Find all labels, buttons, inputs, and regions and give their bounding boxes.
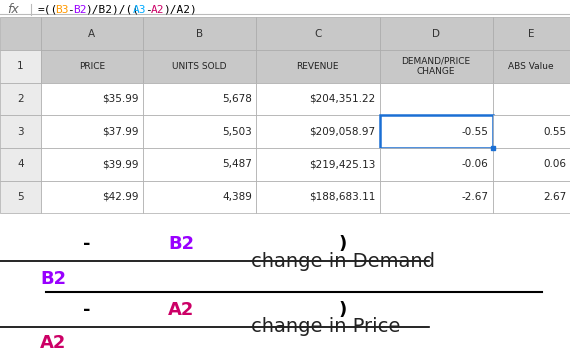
Bar — [0, 17, 41, 50]
Text: $42.99: $42.99 — [103, 192, 139, 202]
Bar — [143, 83, 256, 115]
Bar — [256, 181, 380, 213]
Bar — [0, 148, 41, 181]
Text: B3: B3 — [55, 5, 68, 15]
Text: change in Demand: change in Demand — [251, 252, 435, 271]
Text: 5,678: 5,678 — [222, 94, 252, 104]
Text: 0.55: 0.55 — [543, 127, 566, 136]
Text: $209,058.97: $209,058.97 — [310, 127, 376, 136]
Bar — [380, 83, 492, 115]
Bar — [492, 115, 570, 148]
Text: -: - — [67, 5, 74, 15]
Text: PRICE: PRICE — [79, 62, 105, 71]
Bar — [41, 148, 143, 181]
Text: UNITS SOLD: UNITS SOLD — [172, 62, 227, 71]
Text: ): ) — [339, 301, 347, 319]
Text: C: C — [314, 29, 321, 38]
Text: -: - — [145, 5, 152, 15]
Bar — [41, 115, 143, 148]
Bar — [380, 181, 492, 213]
Text: $37.99: $37.99 — [103, 127, 139, 136]
Text: E: E — [528, 29, 535, 38]
Bar — [492, 50, 570, 83]
Bar — [380, 115, 492, 148]
Bar — [143, 148, 256, 181]
Text: ABS Value: ABS Value — [508, 62, 554, 71]
Bar — [380, 17, 492, 50]
Text: =((: =(( — [37, 5, 58, 15]
Bar — [256, 50, 380, 83]
Text: $188,683.11: $188,683.11 — [310, 192, 376, 202]
Text: $219,425.13: $219,425.13 — [310, 159, 376, 169]
Text: $204,351.22: $204,351.22 — [310, 94, 376, 104]
Bar — [143, 115, 256, 148]
Bar — [0, 181, 41, 213]
Bar — [143, 17, 256, 50]
Text: -0.06: -0.06 — [462, 159, 488, 169]
Bar — [256, 17, 380, 50]
Bar — [41, 181, 143, 213]
Text: B: B — [196, 29, 203, 38]
Bar — [380, 148, 492, 181]
Text: )/A2): )/A2) — [163, 5, 197, 15]
Text: -2.67: -2.67 — [462, 192, 488, 202]
Bar — [492, 83, 570, 115]
Bar — [0, 50, 41, 83]
Text: D: D — [432, 29, 440, 38]
Text: B2: B2 — [168, 235, 194, 253]
Text: 4: 4 — [17, 159, 24, 169]
Bar — [0, 83, 41, 115]
Text: change in Price: change in Price — [251, 317, 400, 336]
Text: 5,503: 5,503 — [222, 127, 252, 136]
Text: B2: B2 — [73, 5, 87, 15]
Text: 0.06: 0.06 — [543, 159, 566, 169]
Text: A3: A3 — [133, 5, 146, 15]
Bar — [143, 50, 256, 83]
Text: A: A — [88, 29, 96, 38]
Bar — [41, 83, 143, 115]
Text: A2: A2 — [150, 5, 164, 15]
Text: $35.99: $35.99 — [103, 94, 139, 104]
Text: 2: 2 — [17, 94, 24, 104]
Text: -0.55: -0.55 — [462, 127, 488, 136]
Bar — [492, 148, 570, 181]
Bar — [380, 50, 492, 83]
Text: -: - — [83, 235, 90, 253]
Text: REVENUE: REVENUE — [296, 62, 339, 71]
Bar — [256, 148, 380, 181]
Text: $39.99: $39.99 — [103, 159, 139, 169]
Text: A2: A2 — [168, 301, 194, 319]
Bar — [256, 115, 380, 148]
Bar — [143, 181, 256, 213]
Bar — [41, 17, 143, 50]
Bar — [41, 50, 143, 83]
Bar — [0, 115, 41, 148]
Text: fx: fx — [7, 3, 19, 16]
Text: 4,389: 4,389 — [222, 192, 252, 202]
Text: 1: 1 — [17, 61, 24, 71]
Text: A2: A2 — [40, 334, 67, 352]
Text: B2: B2 — [40, 270, 66, 288]
Text: 3: 3 — [17, 127, 24, 136]
Text: 5,487: 5,487 — [222, 159, 252, 169]
Bar — [492, 181, 570, 213]
Text: ): ) — [339, 235, 347, 253]
Bar — [256, 83, 380, 115]
Text: )/B2)/((: )/B2)/(( — [85, 5, 139, 15]
Text: DEMAND/PRICE
CHANGE: DEMAND/PRICE CHANGE — [401, 56, 471, 76]
Text: 2.67: 2.67 — [543, 192, 566, 202]
Text: -: - — [83, 301, 90, 319]
Text: 5: 5 — [17, 192, 24, 202]
Bar — [492, 17, 570, 50]
